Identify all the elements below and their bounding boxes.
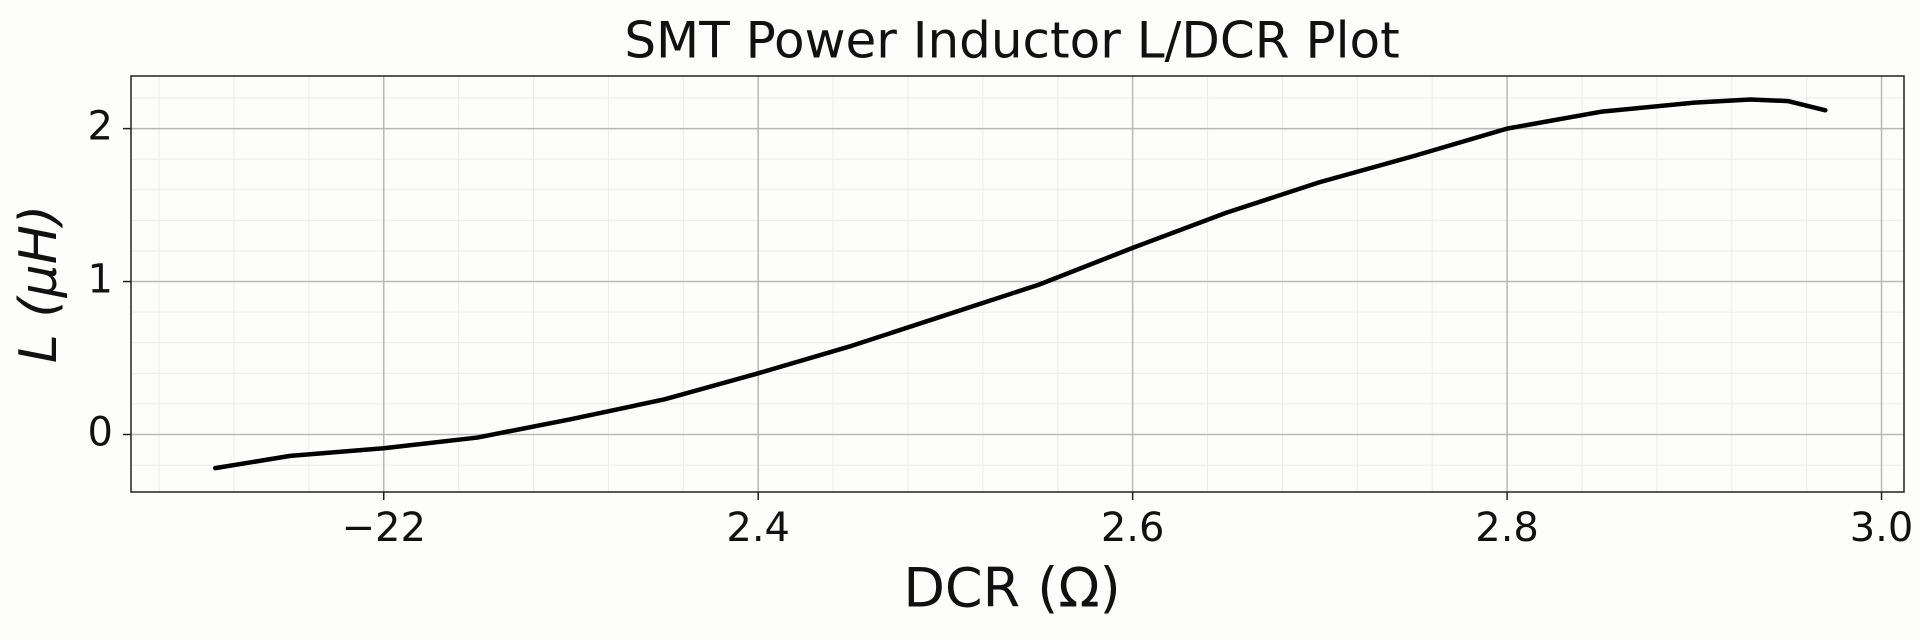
y-tick-label: 2 — [88, 104, 113, 150]
x-tick-label: 2.4 — [726, 505, 790, 551]
x-tick-label: 3.0 — [1850, 505, 1914, 551]
y-axis-label: L (μH) — [9, 205, 69, 363]
x-tick-label: 2.6 — [1101, 505, 1165, 551]
x-tick-label: 2.8 — [1475, 505, 1539, 551]
plot-frame — [130, 75, 1905, 493]
data-line — [213, 97, 1828, 471]
y-tick-label: 1 — [88, 257, 113, 303]
chart-title: SMT Power Inductor L/DCR Plot — [624, 12, 1399, 70]
y-tick-label: 0 — [88, 409, 113, 455]
x-axis-label: DCR (Ω) — [903, 557, 1120, 620]
x-tick-label: −22 — [342, 505, 426, 551]
